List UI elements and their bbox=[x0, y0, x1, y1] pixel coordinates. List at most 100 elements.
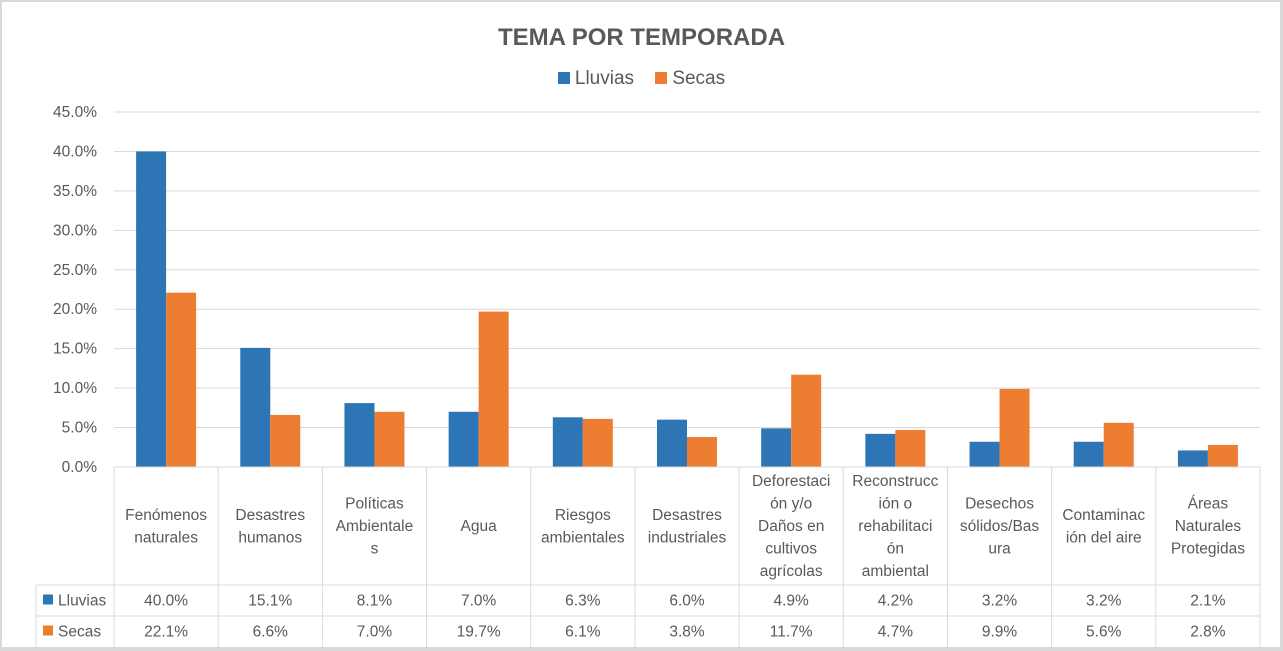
bar-lluvias bbox=[136, 151, 167, 467]
bar-lluvias bbox=[1073, 441, 1104, 467]
category-label: Riesgos ambientales bbox=[541, 507, 625, 547]
table-value: 40.0% bbox=[144, 593, 188, 610]
category-label-line: Naturales bbox=[1175, 518, 1242, 535]
bar-lluvias bbox=[657, 419, 687, 467]
bar-secas bbox=[582, 418, 613, 467]
category-label-line: industriales bbox=[648, 529, 727, 546]
legend-item-secas: Secas bbox=[655, 68, 725, 90]
table-value: 7.0% bbox=[461, 593, 497, 610]
category-label-line: Desechos bbox=[965, 496, 1034, 513]
bar-lluvias bbox=[761, 428, 792, 467]
chart-title: TEMA POR TEMPORADA bbox=[497, 24, 786, 51]
category-label-line: s bbox=[371, 541, 379, 558]
table-value: 3.2% bbox=[1086, 593, 1122, 610]
category-label-line: Daños en bbox=[758, 518, 824, 535]
table-value: 8.1% bbox=[357, 593, 393, 610]
y-tick-label: 5.0% bbox=[62, 420, 98, 437]
y-tick-label: 40.0% bbox=[53, 143, 97, 160]
table-value: 4.2% bbox=[878, 593, 914, 610]
bar-lluvias bbox=[344, 403, 375, 467]
category-label-line: ambientales bbox=[541, 529, 625, 546]
category-label: Deforestaci ón y/o Daños en cultivos agrícol… bbox=[752, 473, 830, 580]
bar-secas bbox=[791, 374, 822, 467]
legend: Lluvias Secas bbox=[0, 68, 1283, 90]
legend-label-lluvias: Lluvias bbox=[574, 68, 635, 89]
y-tick-label: 15.0% bbox=[53, 341, 97, 358]
table-legend-key-lluvias bbox=[43, 594, 53, 605]
category-label-line: rehabilitaci bbox=[858, 518, 932, 535]
category-label-line: Desastres bbox=[235, 507, 305, 524]
table-value: 22.1% bbox=[144, 624, 188, 641]
category-label: Contaminac ión del aire bbox=[1062, 507, 1145, 547]
category-label: Desastres humanos bbox=[235, 507, 305, 547]
legend-swatch-secas bbox=[655, 72, 668, 84]
category-label-line: Deforestaci bbox=[752, 473, 830, 490]
legend-label-secas: Secas bbox=[672, 68, 726, 89]
category-label-line: Desastres bbox=[652, 507, 722, 524]
table-value: 2.8% bbox=[1190, 624, 1226, 641]
table-series-name: Lluvias bbox=[58, 593, 106, 610]
bar-lluvias bbox=[865, 433, 896, 467]
table-value: 5.6% bbox=[1086, 624, 1122, 641]
table-legend-key-secas bbox=[43, 625, 53, 636]
bar-secas bbox=[270, 414, 301, 467]
bar-secas bbox=[999, 388, 1030, 467]
category-label-line: sólidos/Bas bbox=[960, 518, 1040, 535]
category-label-line: Agua bbox=[461, 518, 498, 535]
y-tick-label: 45.0% bbox=[53, 104, 97, 121]
bar-secas bbox=[374, 411, 405, 467]
y-tick-label: 30.0% bbox=[53, 222, 97, 239]
table-value: 6.3% bbox=[565, 593, 601, 610]
category-label-line: Protegidas bbox=[1171, 541, 1245, 558]
table-value: 3.2% bbox=[982, 593, 1018, 610]
category-label-line: Políticas bbox=[345, 496, 404, 513]
bar-secas bbox=[1103, 422, 1134, 467]
table-series-name: Secas bbox=[58, 624, 101, 641]
category-label-line: agrícolas bbox=[760, 563, 823, 580]
y-tick-label: 25.0% bbox=[53, 262, 97, 279]
legend-swatch-lluvias bbox=[557, 72, 570, 84]
category-label-line: Reconstrucc bbox=[852, 473, 938, 490]
table-value: 4.7% bbox=[878, 624, 914, 641]
bar-lluvias bbox=[969, 441, 1000, 467]
category-label-line: ión del aire bbox=[1066, 529, 1142, 546]
bar-lluvias bbox=[448, 411, 479, 467]
table-value: 7.0% bbox=[357, 624, 393, 641]
bar-lluvias bbox=[1177, 450, 1208, 467]
category-label-line: Fenómenos bbox=[125, 507, 207, 524]
table-value: 3.8% bbox=[669, 624, 705, 641]
bar-lluvias bbox=[552, 417, 583, 467]
category-label-line: naturales bbox=[134, 529, 198, 546]
table-value: 6.1% bbox=[565, 624, 601, 641]
y-tick-label: 0.0% bbox=[62, 459, 98, 476]
category-label: Fenómenos naturales bbox=[125, 507, 207, 547]
bar-secas bbox=[478, 311, 509, 467]
category-label-line: ura bbox=[988, 541, 1011, 558]
category-label-line: ambiental bbox=[862, 563, 929, 580]
category-label-line: humanos bbox=[238, 529, 302, 546]
bar-secas bbox=[687, 437, 717, 467]
category-label-line: Riesgos bbox=[555, 507, 611, 524]
table-value: 2.1% bbox=[1190, 593, 1226, 610]
bar-secas bbox=[166, 292, 197, 467]
y-tick-label: 10.0% bbox=[53, 380, 97, 397]
category-label: Agua bbox=[461, 518, 498, 535]
category-label: Reconstrucc ión o rehabilitaci ón ambiental bbox=[852, 473, 938, 580]
category-label: Áreas Naturales Protegidas bbox=[1171, 496, 1245, 558]
category-label: Políticas Ambientale s bbox=[336, 496, 414, 558]
table-value: 19.7% bbox=[457, 624, 501, 641]
category-label: Desastres industriales bbox=[648, 507, 727, 547]
table-value: 4.9% bbox=[774, 593, 810, 610]
y-tick-label: 35.0% bbox=[53, 183, 97, 200]
category-label-line: Áreas bbox=[1188, 496, 1229, 513]
bar-secas bbox=[895, 429, 926, 467]
legend-item-lluvias: Lluvias bbox=[557, 68, 635, 90]
table-value: 6.6% bbox=[253, 624, 289, 641]
category-label-line: ón y/o bbox=[770, 496, 812, 513]
table-value: 11.7% bbox=[770, 624, 813, 641]
y-tick-label: 20.0% bbox=[53, 301, 97, 318]
category-label: Desechos sólidos/Bas ura bbox=[960, 496, 1040, 558]
category-label-line: cultivos bbox=[765, 541, 817, 558]
bar-lluvias bbox=[240, 347, 271, 467]
